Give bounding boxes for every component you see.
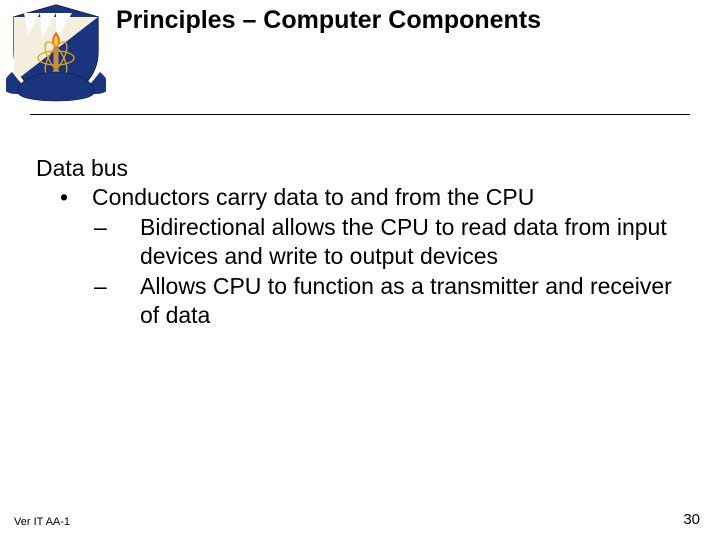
bullet-marker: • [36,183,92,212]
sub-bullet-row: – Allows CPU to function as a transmitte… [36,272,696,331]
page-number: 30 [683,511,700,528]
slide-title: Principles – Computer Components [116,6,541,35]
squadron-shield-logo [6,2,106,102]
slide-body: Data bus • Conductors carry data to and … [36,154,696,331]
bullet-text: Conductors carry data to and from the CP… [92,183,696,212]
body-heading: Data bus [36,154,696,183]
footer-version: Ver IT AA-1 [14,516,70,528]
dash-marker: – [92,272,140,301]
sub-bullet-row: – Bidirectional allows the CPU to read d… [36,213,696,272]
title-divider [30,114,690,115]
bullet-row: • Conductors carry data to and from the … [36,183,696,212]
sub-bullet-text: Allows CPU to function as a transmitter … [140,272,696,331]
slide: Principles – Computer Components Data bu… [0,0,720,540]
sub-bullet-text: Bidirectional allows the CPU to read dat… [140,213,696,272]
dash-marker: – [92,213,140,242]
